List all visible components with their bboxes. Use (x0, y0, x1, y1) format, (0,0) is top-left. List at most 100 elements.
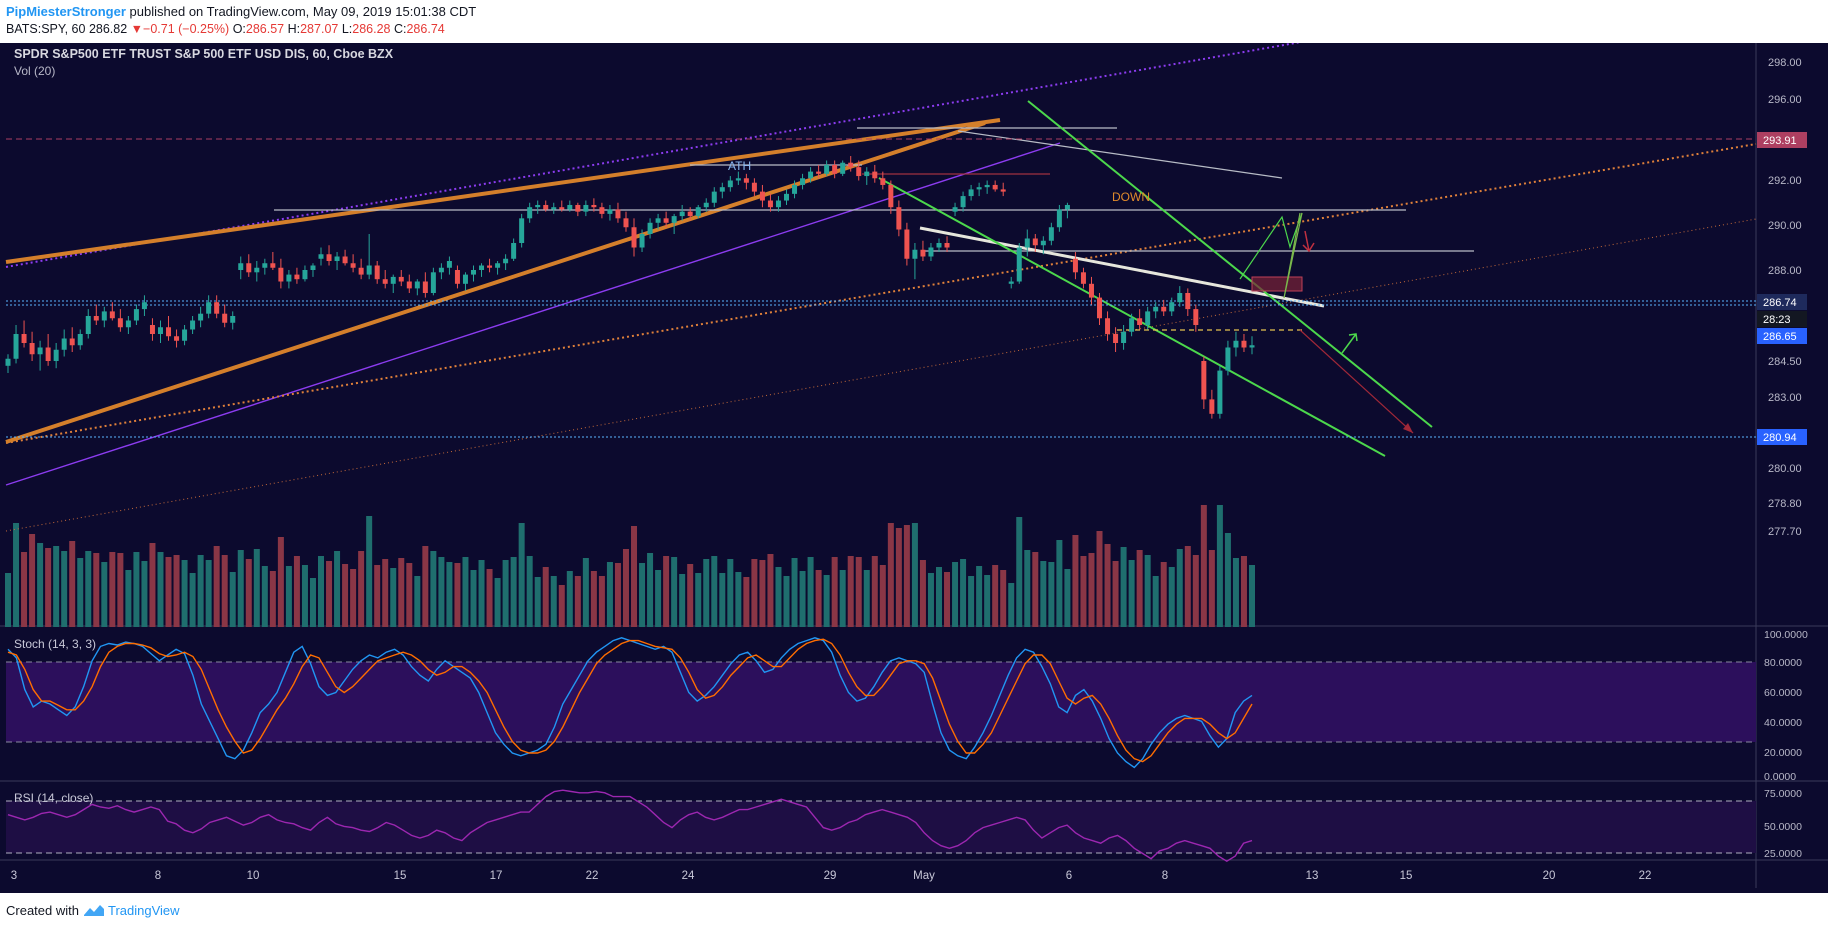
candle-body (984, 184, 990, 188)
candle-body (960, 196, 966, 208)
candle-body (45, 347, 51, 361)
chart-canvas[interactable]: SPDR S&P500 ETF TRUST S&P 500 ETF USD DI… (0, 43, 1828, 893)
price-tick-label: 280.00 (1768, 463, 1802, 475)
candle-body (743, 178, 749, 183)
candle-body (390, 276, 396, 284)
candle-body (1097, 297, 1103, 319)
volume-bar (334, 551, 341, 627)
candle-body (334, 256, 340, 261)
candle-body (912, 249, 918, 259)
candle-body (358, 267, 364, 275)
tradingview-link[interactable]: TradingView (83, 903, 180, 918)
candle-body (848, 162, 854, 168)
price-label-box (1757, 132, 1807, 148)
volume-bar (751, 559, 758, 627)
candle-body (318, 254, 324, 259)
price-label-box (1757, 311, 1807, 327)
candle-body (888, 184, 894, 208)
volume-bar (1249, 565, 1255, 627)
volume-bar (711, 556, 718, 627)
white-trendline (919, 226, 1325, 308)
candle-body (968, 189, 974, 197)
volume-bar (1184, 546, 1191, 627)
volume-bar (1160, 562, 1167, 627)
candle-body (872, 171, 878, 179)
candle-body (278, 267, 284, 282)
purple-upper-channel (5, 43, 1302, 268)
last-price: 286.82 (88, 22, 128, 36)
volume-bar (1112, 561, 1119, 627)
volume-bar (13, 523, 20, 627)
candle-body (13, 334, 19, 359)
candle-body (470, 270, 476, 275)
projection-path-mixed (1283, 212, 1303, 299)
candle-body (623, 218, 629, 228)
candle-body (101, 311, 107, 321)
stoch-tick-label: 20.0000 (1764, 747, 1802, 759)
volume-bar (398, 558, 405, 627)
candle-body (1113, 334, 1119, 343)
candle-body (1137, 318, 1143, 325)
time-tick-label: 15 (394, 870, 407, 882)
volume-bar (470, 570, 477, 627)
volume-bar (815, 570, 822, 627)
green-channel-upper (1027, 100, 1433, 428)
volume-bar (1072, 535, 1079, 627)
author-link[interactable]: PipMiesterStronger (6, 4, 126, 19)
candle-body (639, 234, 645, 248)
price-label-box (1757, 294, 1807, 310)
chart-title: SPDR S&P500 ETF TRUST S&P 500 ETF USD DI… (14, 47, 394, 61)
price-tick-label: 298.00 (1768, 57, 1802, 69)
candle-body (1032, 238, 1038, 246)
candle-body (952, 207, 958, 212)
candle-body (896, 207, 902, 230)
candle-body (543, 204, 549, 210)
volume-bar (791, 558, 798, 627)
volume-bar (213, 546, 220, 627)
volume-bar (21, 552, 28, 627)
candle-body (527, 207, 533, 219)
candle-body (21, 334, 27, 343)
volume-bar (655, 570, 662, 627)
publish-line: PipMiesterStronger published on TradingV… (6, 4, 476, 19)
candle-body (816, 171, 822, 174)
volume-bar (197, 555, 204, 627)
volume-bar (831, 557, 838, 627)
volume-bar (823, 575, 830, 627)
candle-body (1225, 347, 1231, 371)
volume-bar (639, 563, 646, 627)
green-arrow-head-icon (1348, 333, 1358, 342)
candle-body (992, 184, 998, 190)
stoch-axis-ticks: 100.0000 80.0000 60.0000 40.0000 20.0000 0.00… (1764, 629, 1808, 783)
volume-bar (767, 554, 774, 627)
volume-bars (5, 505, 1255, 627)
volume-bar (606, 562, 613, 627)
green-projection-arrow (1341, 333, 1357, 354)
volume-bar (462, 557, 469, 627)
candle-body (1008, 281, 1014, 284)
candle-body (214, 302, 220, 314)
volume-bar (1040, 561, 1047, 627)
stoch-tick-label: 60.0000 (1764, 687, 1802, 699)
volume-bar (927, 573, 934, 627)
volume-bar (1176, 549, 1183, 627)
volume-bar (486, 569, 493, 627)
price-label-text: 280.94 (1763, 432, 1797, 444)
candle-body (535, 204, 541, 208)
candle-body (182, 329, 188, 341)
volume-bar (165, 557, 172, 627)
volume-bar (598, 576, 605, 627)
orange-dotted-channel (5, 143, 1757, 444)
candle-body (880, 178, 886, 185)
candle-body (422, 281, 428, 293)
volume-bar (671, 557, 678, 627)
time-tick-label: 13 (1306, 870, 1319, 882)
volume-bar (582, 558, 589, 627)
candle-body (133, 309, 139, 321)
candle-body (69, 338, 75, 346)
volume-bar (622, 549, 629, 627)
volume-bar (558, 585, 565, 627)
volume-bar (871, 556, 878, 627)
price-tick-label: 278.80 (1768, 498, 1802, 510)
candle-body (326, 254, 332, 261)
